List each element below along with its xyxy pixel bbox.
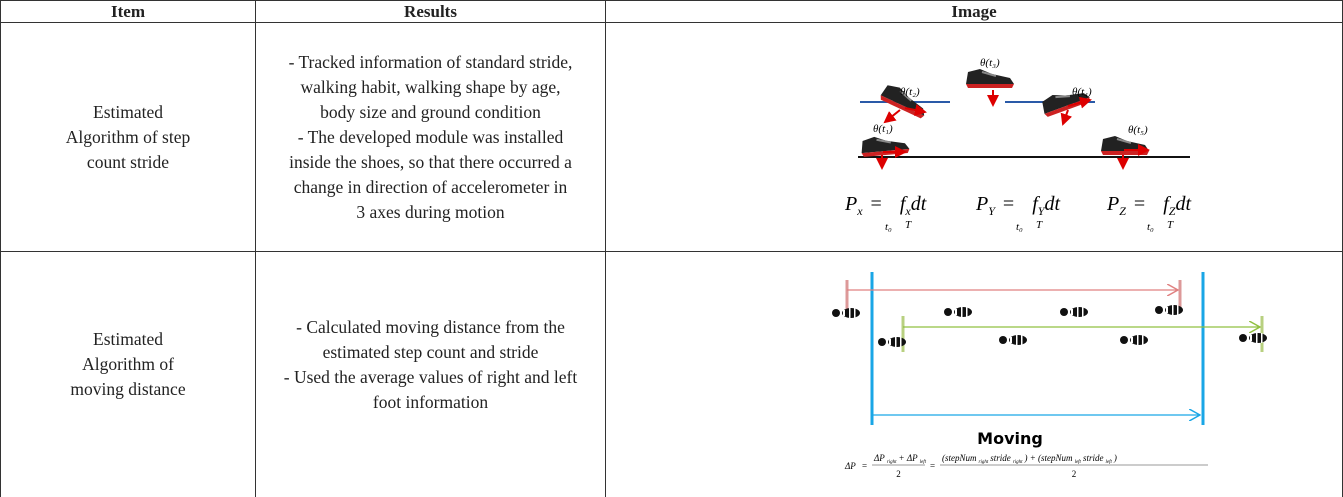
formula-part: x <box>856 204 863 218</box>
formula-part: ) <box>1113 453 1117 463</box>
formula-part: + ΔP <box>899 453 919 463</box>
formula: Px=fxdt <box>844 193 927 218</box>
limit: t₀ <box>1016 221 1023 233</box>
formula-part: left <box>1105 460 1112 465</box>
angle-label: θ(t₃) <box>980 57 1000 69</box>
limit: T <box>1036 219 1043 231</box>
page: Item Results Image Estimated Algorithm o… <box>0 0 1343 489</box>
formula: PZ=fZdt <box>1106 193 1191 218</box>
shoe-diagram: θ(t₁) θ(t₂) θ(t₃) θ(t₄) θ(t₅) <box>858 57 1190 168</box>
angle-label: θ(t₁) <box>873 123 893 135</box>
formula-part: left <box>1075 460 1082 465</box>
angle-label: θ(t₅) <box>1128 124 1148 136</box>
denominator: 2 <box>1072 469 1077 479</box>
limit: T <box>1167 219 1174 231</box>
angle-label: θ(t₂) <box>900 86 920 98</box>
formula-part: P <box>844 193 857 215</box>
formula: PY=fYdt <box>975 193 1060 218</box>
formula-part: = <box>871 193 882 215</box>
formula-part: stride <box>1083 453 1104 463</box>
formula-part: ΔP <box>844 461 856 471</box>
limit: t₀ <box>1147 221 1154 233</box>
formula-part: Y <box>988 204 996 218</box>
formula-part: ΔP <box>873 453 885 463</box>
formula-part: dt <box>1044 193 1060 215</box>
formula-part: = <box>862 461 867 471</box>
formula-part: dt <box>911 193 927 215</box>
formula-part: left <box>920 460 927 465</box>
distance-diagram: Moving <box>832 272 1267 448</box>
formula-part: dt <box>1175 193 1191 215</box>
angle-label: θ(t₄) <box>1072 86 1092 98</box>
formula-part: = <box>1003 193 1014 215</box>
figures: θ(t₁) θ(t₂) θ(t₃) θ(t₄) θ(t₅) Px=fxdtt₀T… <box>0 0 1343 489</box>
formula-part: ) + (stepNum <box>1023 453 1073 463</box>
diagram-caption: Moving <box>977 429 1043 448</box>
formula-part: = <box>930 461 935 471</box>
limit: T <box>905 219 912 231</box>
formula-part: right <box>979 460 989 465</box>
formula-part: (stepNum <box>942 453 977 463</box>
formula-part: right <box>1013 460 1023 465</box>
formula-part: P <box>975 193 988 215</box>
formula-part: P <box>1106 193 1119 215</box>
formula-part: = <box>1134 193 1145 215</box>
formula-part: Z <box>1119 204 1126 218</box>
denominator: 2 <box>896 469 901 479</box>
formula-part: right <box>887 460 897 465</box>
formula-part: stride <box>990 453 1011 463</box>
limit: t₀ <box>885 221 892 233</box>
